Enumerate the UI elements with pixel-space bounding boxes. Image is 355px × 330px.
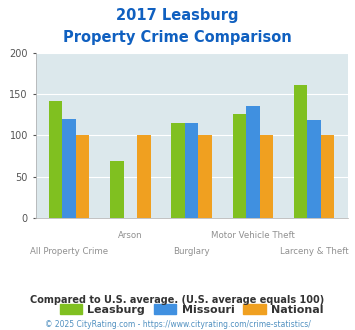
Text: Motor Vehicle Theft: Motor Vehicle Theft [211, 231, 295, 240]
Bar [260, 135, 273, 218]
Bar [49, 101, 62, 218]
Text: Property Crime Comparison: Property Crime Comparison [63, 30, 292, 45]
Bar [233, 114, 246, 218]
Bar [137, 135, 151, 218]
Bar [198, 135, 212, 218]
Text: All Property Crime: All Property Crime [30, 248, 108, 256]
Bar [246, 106, 260, 218]
Text: Arson: Arson [118, 231, 143, 240]
Bar [76, 135, 89, 218]
Text: Larceny & Theft: Larceny & Theft [280, 248, 349, 256]
Bar [321, 135, 334, 218]
Bar [185, 123, 198, 218]
Legend: Leasburg, Missouri, National: Leasburg, Missouri, National [55, 299, 328, 319]
Bar [294, 85, 307, 218]
Bar [110, 161, 124, 218]
Bar [171, 123, 185, 218]
Text: 2017 Leasburg: 2017 Leasburg [116, 8, 239, 23]
Bar [62, 119, 76, 218]
Bar [307, 119, 321, 218]
Text: Compared to U.S. average. (U.S. average equals 100): Compared to U.S. average. (U.S. average … [31, 295, 324, 305]
Text: Burglary: Burglary [173, 248, 210, 256]
Text: © 2025 CityRating.com - https://www.cityrating.com/crime-statistics/: © 2025 CityRating.com - https://www.city… [45, 320, 310, 329]
